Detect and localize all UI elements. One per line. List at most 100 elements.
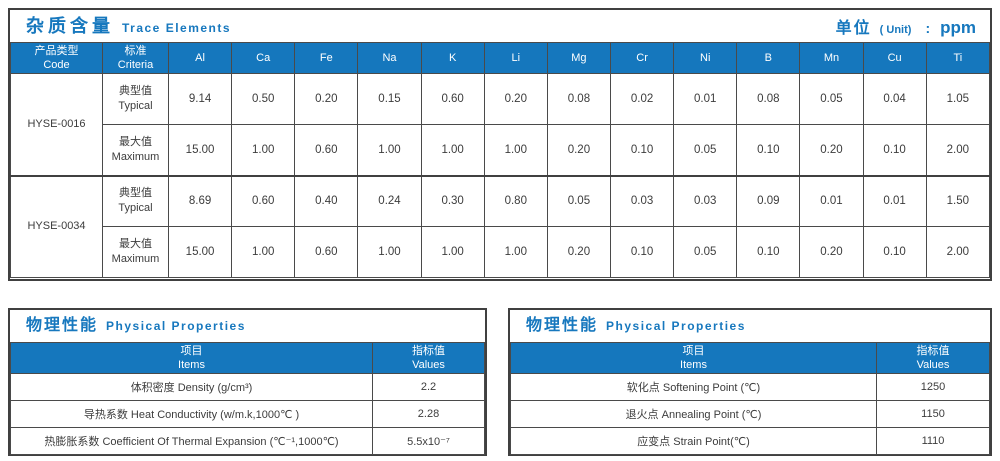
value-cell: 1.00	[420, 226, 485, 278]
table-row-maximum-0034: 最大值 Maximum 15.00 1.00 0.60 1.00 1.00 1.…	[11, 226, 991, 278]
value-cell: 0.20	[546, 124, 611, 176]
col-header-element: Ca	[231, 42, 296, 74]
physical-right-header-row: 项目 Items 指标值 Values	[510, 342, 990, 374]
value-cell: 0.10	[862, 226, 927, 278]
value-cell: 0.10	[736, 226, 801, 278]
physical-right-title-zh: 物理性能	[526, 317, 599, 334]
table-row: 应变点 Strain Point(℃) 1110	[510, 427, 990, 455]
value-cell: 15.00	[167, 226, 233, 278]
physical-properties-panel-right: 物理性能 Physical Properties 项目 Items 指标值 Va…	[508, 308, 992, 456]
physical-left-title-zh: 物理性能	[26, 317, 99, 334]
table-row: 软化点 Softening Point (℃) 1250	[510, 373, 990, 401]
value-cell: 0.01	[673, 73, 738, 125]
physical-left-titlebar: 物理性能 Physical Properties	[10, 310, 485, 342]
value-cell: 0.04	[862, 73, 927, 125]
value-cell: 0.01	[862, 174, 927, 227]
value-cell: 0.05	[673, 124, 738, 176]
table-row-maximum-0016: 最大值 Maximum 15.00 1.00 0.60 1.00 1.00 1.…	[11, 124, 991, 176]
value-cell: 0.09	[736, 174, 801, 227]
table-row: 退火点 Annealing Point (℃) 1150	[510, 400, 990, 428]
col-header-element: Fe	[294, 42, 359, 74]
physical-right-title-en: Physical Properties	[606, 319, 746, 333]
unit-value: ppm	[940, 18, 976, 37]
col-header-element: K	[420, 42, 485, 74]
value-cell: 0.10	[862, 124, 927, 176]
value-cell: 1.00	[357, 124, 422, 176]
value-cell: 0.01	[799, 174, 864, 227]
value-cell: 0.10	[609, 124, 675, 176]
table-row: 体积密度 Density (g/cm³) 2.2	[10, 373, 485, 401]
physical-right-titlebar: 物理性能 Physical Properties	[510, 310, 990, 342]
physical-left-table: 项目 Items 指标值 Values 体积密度 Density (g/cm³)…	[10, 342, 485, 455]
value-cell: 0.05	[546, 174, 611, 227]
value-cell: 0.20	[799, 124, 864, 176]
property-item-cell: 退火点 Annealing Point (℃)	[510, 400, 877, 428]
trace-elements-title: 杂质含量 Trace Elements	[26, 17, 231, 35]
value-cell: 0.08	[736, 73, 801, 125]
property-value-cell: 5.5x10⁻⁷	[372, 427, 485, 455]
col-header-items: 项目 Items	[510, 342, 877, 374]
unit-indicator: 单位 ( Unit) : ppm	[836, 14, 976, 38]
trace-elements-table: 产品类型 Code 标准 Criteria Al Ca Fe Na K Li M…	[10, 42, 991, 278]
property-item-cell: 热膨胀系数 Coefficient Of Thermal Expansion (…	[10, 427, 373, 455]
value-cell: 9.14	[167, 73, 233, 125]
value-cell: 0.10	[736, 124, 801, 176]
col-header-element: Ni	[673, 42, 738, 74]
product-code-cell: HYSE-0034	[10, 174, 103, 278]
value-cell: 0.30	[420, 174, 485, 227]
trace-title-zh: 杂质含量	[26, 16, 114, 36]
value-cell: 1.00	[483, 124, 548, 176]
physical-left-header-row: 项目 Items 指标值 Values	[10, 342, 485, 374]
value-cell: 0.08	[546, 73, 611, 125]
col-header-element: Cr	[609, 42, 675, 74]
physical-right-title: 物理性能 Physical Properties	[526, 318, 746, 334]
col-header-items: 项目 Items	[10, 342, 373, 374]
value-cell: 0.05	[799, 73, 864, 125]
value-cell: 0.10	[609, 226, 675, 278]
value-cell: 1.00	[231, 124, 296, 176]
property-value-cell: 1150	[876, 400, 990, 428]
criteria-cell: 最大值 Maximum	[102, 124, 169, 176]
criteria-cell: 典型值 Typical	[102, 73, 169, 125]
value-cell: 0.20	[483, 73, 548, 125]
value-cell: 0.40	[294, 174, 359, 227]
product-code-cell: HYSE-0016	[10, 73, 103, 176]
table-row-typical-0034: HYSE-0034 典型值 Typical 8.69 0.60 0.40 0.2…	[10, 174, 991, 278]
trace-elements-titlebar: 杂质含量 Trace Elements 单位 ( Unit) : ppm	[10, 10, 990, 42]
value-cell: 0.50	[231, 73, 296, 125]
trace-header-row: 产品类型 Code 标准 Criteria Al Ca Fe Na K Li M…	[10, 42, 991, 74]
value-cell: 0.60	[294, 226, 359, 278]
value-cell: 1.00	[483, 226, 548, 278]
col-header-element: Mg	[546, 42, 611, 74]
value-cell: 0.24	[357, 174, 422, 227]
col-header-element: Cu	[862, 42, 927, 74]
value-cell: 1.00	[231, 226, 296, 278]
value-cell: 0.05	[673, 226, 738, 278]
col-header-values: 指标值 Values	[372, 342, 485, 374]
col-header-element: Mn	[799, 42, 864, 74]
trace-title-en: Trace Elements	[122, 21, 232, 35]
col-header-values: 指标值 Values	[876, 342, 990, 374]
physical-properties-panel-left: 物理性能 Physical Properties 项目 Items 指标值 Va…	[8, 308, 487, 456]
value-cell: 0.20	[546, 226, 611, 278]
value-cell: 0.15	[357, 73, 422, 125]
value-cell: 1.00	[420, 124, 485, 176]
unit-label-zh: 单位	[835, 20, 872, 37]
physical-left-title-en: Physical Properties	[106, 319, 246, 333]
col-header-code: 产品类型 Code	[10, 42, 103, 74]
col-header-element: B	[736, 42, 801, 74]
col-header-element: Li	[483, 42, 548, 74]
value-cell: 0.60	[231, 174, 296, 227]
col-header-element: Al	[167, 42, 233, 74]
value-cell: 2.00	[925, 226, 991, 278]
table-row: 热膨胀系数 Coefficient Of Thermal Expansion (…	[10, 427, 485, 455]
col-header-element: Na	[357, 42, 422, 74]
criteria-cell: 最大值 Maximum	[102, 226, 169, 278]
physical-left-title: 物理性能 Physical Properties	[26, 318, 246, 334]
unit-label-en: ( Unit)	[879, 24, 912, 36]
value-cell: 0.20	[799, 226, 864, 278]
col-header-criteria: 标准 Criteria	[102, 42, 169, 74]
value-cell: 0.60	[420, 73, 485, 125]
value-cell: 0.02	[609, 73, 675, 125]
property-value-cell: 1250	[876, 373, 990, 401]
